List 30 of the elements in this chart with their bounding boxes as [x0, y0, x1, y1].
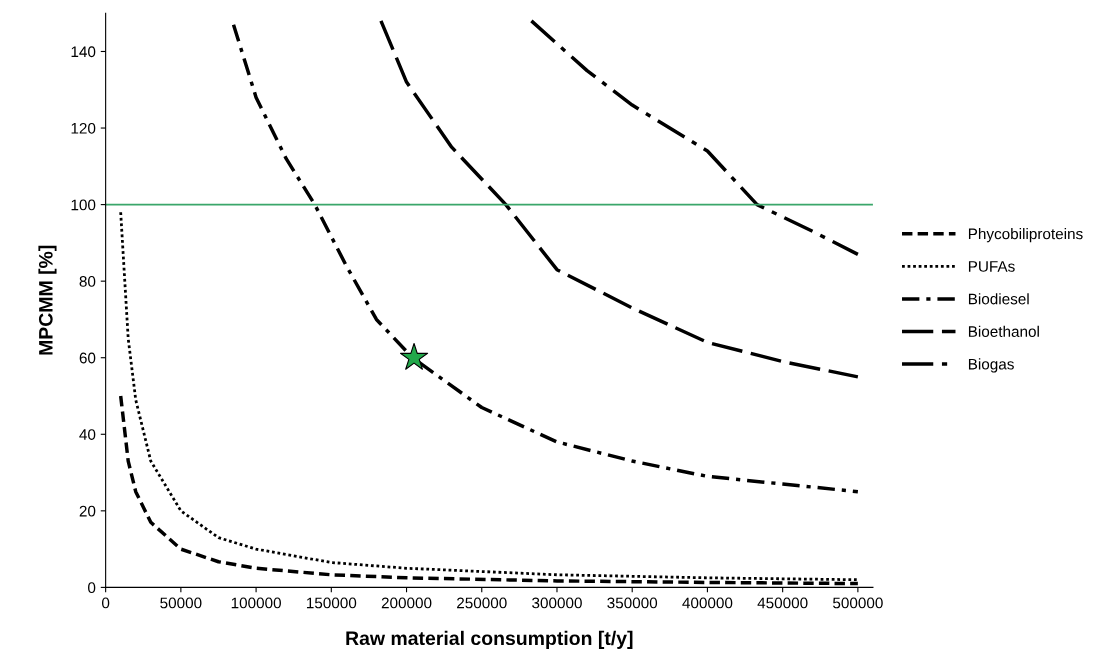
x-tick-label: 0 — [101, 597, 110, 609]
line-series — [529, 19, 860, 257]
y-tick-label: 120 — [71, 122, 96, 134]
x-tick-label: 200000 — [381, 597, 432, 609]
line-series — [379, 19, 860, 379]
legend-label: Bioethanol — [968, 325, 1039, 337]
y-tick-label: 60 — [79, 352, 96, 364]
x-tick-label: 100000 — [231, 597, 281, 609]
y-tick-label: 40 — [79, 429, 96, 440]
x-tick-label: 50000 — [160, 597, 202, 609]
x-tick-label: 300000 — [532, 597, 582, 609]
y-tick-label: 140 — [71, 46, 96, 58]
y-tick-label: 100 — [71, 199, 96, 211]
x-tick-label: 450000 — [757, 597, 808, 609]
line-series — [119, 210, 860, 582]
x-tick-label: 250000 — [457, 597, 507, 609]
x-tick-label: 500000 — [833, 597, 883, 609]
y-tick-label: 80 — [79, 276, 96, 287]
y-tick-label: 20 — [79, 505, 96, 517]
legend-label: Phycobiliproteins — [968, 228, 1083, 243]
y-tick-label: 0 — [88, 582, 96, 594]
line-series — [231, 22, 860, 494]
x-axis-title: Raw material consumption [t/y] — [346, 630, 633, 649]
y-axis-title: MPCMM [%] — [38, 245, 57, 355]
legend-label: Biogas — [968, 358, 1014, 373]
x-tick-label: 150000 — [306, 597, 357, 609]
x-tick-label: 400000 — [682, 597, 733, 609]
x-tick-label: 350000 — [607, 597, 658, 609]
legend-label: Biodiesel — [968, 293, 1029, 305]
legend-label: PUFAs — [968, 261, 1015, 272]
